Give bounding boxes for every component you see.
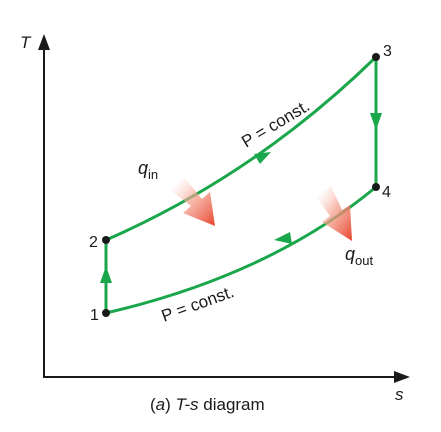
- process-arrowheads: [100, 113, 382, 283]
- axes: T s: [20, 33, 410, 404]
- state-labels: 1 2 3 4: [89, 43, 392, 324]
- x-axis-label: s: [395, 385, 404, 404]
- arrow-2-3: [254, 152, 271, 164]
- state-label-3: 3: [383, 43, 392, 60]
- state-label-2: 2: [89, 234, 98, 251]
- arrow-4-1: [274, 232, 292, 244]
- state-point-1: [102, 309, 110, 317]
- process-2-3: [104, 55, 378, 242]
- heat-out-arrow-shape: [316, 186, 352, 241]
- state-label-1: 1: [90, 307, 99, 324]
- state-points: [102, 53, 380, 317]
- heat-in-arrow-shape: [170, 178, 215, 226]
- y-axis-arrowhead: [38, 34, 50, 50]
- y-axis-label: T: [20, 33, 32, 52]
- heat-in-label: qin: [138, 158, 158, 182]
- state-label-4: 4: [382, 184, 391, 201]
- diagram-caption: (a) T-s diagram: [150, 395, 265, 414]
- cycle-processes: [104, 55, 378, 315]
- lower-process-label: P = const.: [159, 282, 237, 326]
- state-point-4: [372, 183, 380, 191]
- heat-in-arrow: [170, 178, 215, 226]
- state-point-3: [372, 53, 380, 61]
- state-point-2: [102, 236, 110, 244]
- x-axis-arrowhead: [394, 371, 410, 383]
- arrow-1-2: [100, 266, 112, 283]
- heat-out-arrow: [316, 186, 352, 241]
- heat-out-label: qout: [345, 244, 373, 268]
- arrow-3-4: [370, 113, 382, 130]
